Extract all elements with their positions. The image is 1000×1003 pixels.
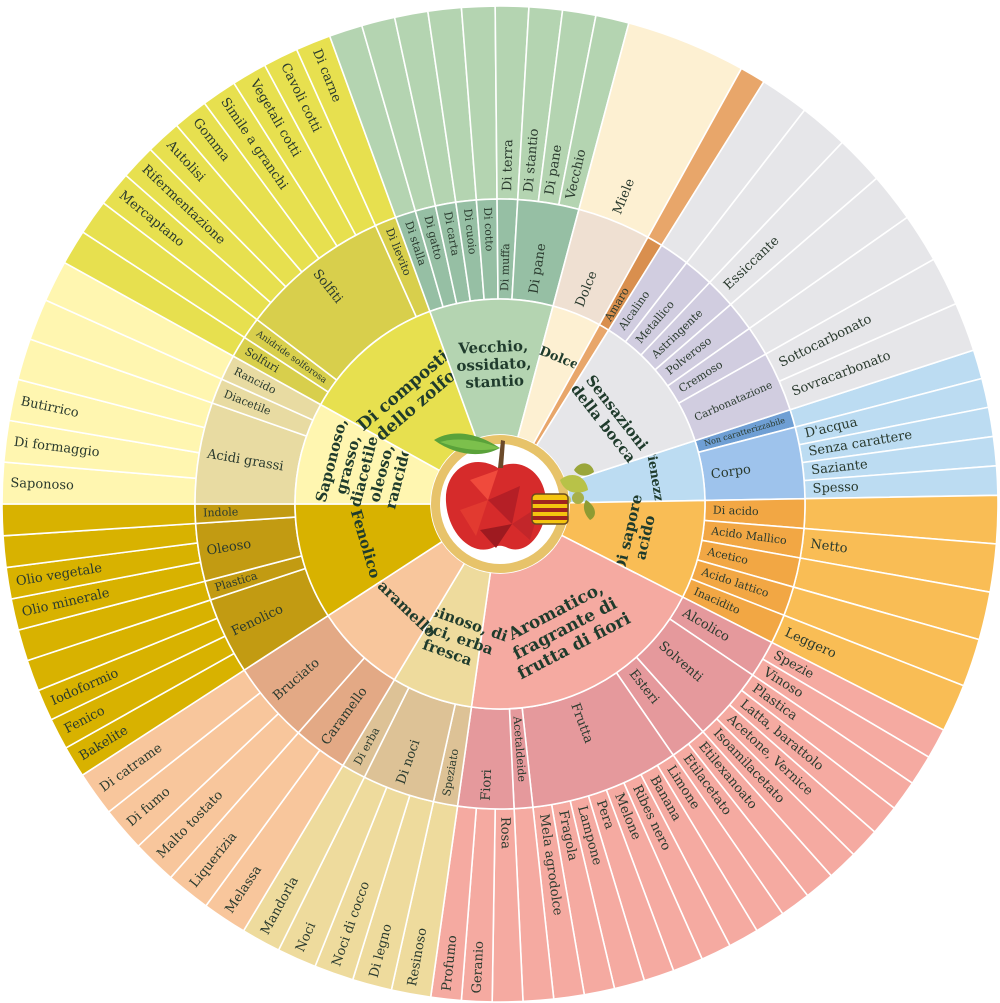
subcategory-label: Di cotto [481, 207, 496, 252]
striped-shield-icon [531, 493, 569, 525]
subcategory-label: Oleoso [206, 537, 253, 559]
descriptor-label: Geranio [470, 941, 487, 994]
descriptor-label: Di stantio [521, 128, 542, 193]
descriptor-label: Di terra [500, 139, 516, 191]
descriptor-label: Spesso [812, 480, 859, 497]
category-label: Vecchio,ossidato,stantio [455, 337, 532, 393]
subcategory-label: Di muffa [498, 243, 512, 291]
descriptor-label: Saziante [810, 457, 868, 478]
descriptor-label: Netto [809, 537, 848, 557]
subcategory-label: Corpo [710, 462, 752, 482]
subcategory-label: Fiori [479, 769, 495, 801]
descriptor-label: Saponoso [10, 476, 74, 494]
subcategory-label: Di cuoio [461, 208, 479, 255]
descriptor-label: Profumo [439, 934, 460, 992]
subcategory-label: Di acido [713, 504, 759, 518]
descriptor-label: Rosa [497, 817, 512, 850]
center-emblem [431, 433, 595, 573]
subcategory-label: Indole [203, 505, 239, 519]
subcategory-label: Acetaldeide [510, 715, 528, 783]
